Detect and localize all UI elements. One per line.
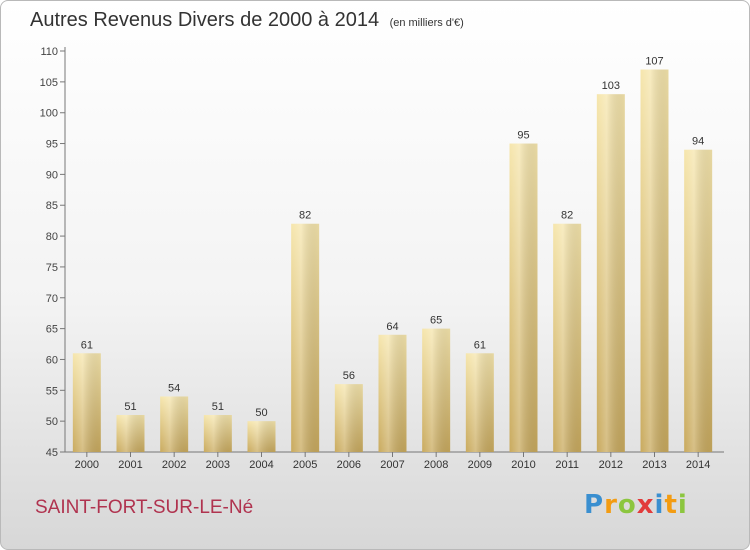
y-tick-label: 50 <box>46 416 58 428</box>
data-label: 51 <box>212 401 224 413</box>
y-tick-label: 45 <box>46 447 58 459</box>
data-label: 82 <box>299 210 311 222</box>
x-tick-label: 2008 <box>424 459 448 471</box>
logo-letter: o <box>617 490 637 520</box>
bar-shade <box>247 421 276 452</box>
commune-name: SAINT-FORT-SUR-LE-Né <box>35 497 254 518</box>
data-label: 65 <box>430 315 442 327</box>
x-tick-label: 2011 <box>555 459 579 471</box>
bar-shade <box>553 223 582 452</box>
y-tick-label: 60 <box>46 354 58 366</box>
data-label: 61 <box>474 339 486 351</box>
y-tick-label: 100 <box>40 108 58 120</box>
bar-shade <box>465 353 494 452</box>
y-tick-label: 90 <box>46 169 58 181</box>
x-tick-label: 2003 <box>206 459 230 471</box>
data-label: 56 <box>343 370 355 382</box>
y-tick-label: 75 <box>46 262 58 274</box>
logo-letter: i <box>677 490 688 520</box>
bar-shade <box>334 384 363 452</box>
x-tick-label: 2009 <box>468 459 492 471</box>
logo-letter: i <box>654 490 665 520</box>
chart-title: Autres Revenus Divers de 2000 à 2014 <box>30 9 380 31</box>
logo-letter: P <box>584 490 605 520</box>
data-label: 95 <box>517 130 529 142</box>
y-tick-label: 85 <box>46 200 58 212</box>
bar-shade <box>640 69 669 452</box>
data-label: 103 <box>602 80 620 92</box>
x-tick-label: 2005 <box>293 459 317 471</box>
x-tick-label: 2000 <box>75 459 99 471</box>
data-label: 51 <box>124 401 136 413</box>
data-label: 50 <box>255 407 267 419</box>
y-tick-label: 105 <box>40 77 58 89</box>
x-tick-label: 2014 <box>686 459 710 471</box>
data-label: 54 <box>168 382 180 394</box>
data-label: 64 <box>386 321 398 333</box>
bar-shade <box>509 143 538 453</box>
logo-letter: t <box>664 490 678 520</box>
proxiti-logo[interactable]: Proxiti <box>584 490 688 520</box>
x-tick-label: 2010 <box>511 459 535 471</box>
bar-shade <box>72 353 101 452</box>
chart-subtitle: (en milliers d'€) <box>389 17 464 29</box>
logo-letter: x <box>636 490 655 520</box>
bar-shade <box>684 149 713 452</box>
data-label: 61 <box>81 339 93 351</box>
data-label: 94 <box>692 136 704 148</box>
title-row: Autres Revenus Divers de 2000 à 2014 (en… <box>30 9 464 32</box>
y-tick-label: 55 <box>46 385 58 397</box>
data-label: 107 <box>645 56 663 68</box>
x-tick-label: 2012 <box>599 459 623 471</box>
bar-shade <box>116 414 145 452</box>
y-tick-label: 80 <box>46 231 58 243</box>
y-tick-label: 110 <box>40 46 58 58</box>
y-tick-label: 95 <box>46 139 58 151</box>
bar-shade <box>378 334 407 452</box>
x-tick-label: 2013 <box>642 459 666 471</box>
bar-shade <box>422 328 451 452</box>
x-tick-label: 2007 <box>380 459 404 471</box>
bar-shade <box>291 223 320 452</box>
y-tick-label: 65 <box>46 324 58 336</box>
bar-shade <box>203 414 232 452</box>
bar-shade <box>596 94 625 452</box>
x-tick-label: 2006 <box>337 459 361 471</box>
logo-letter: r <box>604 490 618 520</box>
bar-shade <box>160 396 189 452</box>
x-tick-label: 2002 <box>162 459 186 471</box>
x-tick-label: 2004 <box>249 459 273 471</box>
y-tick-label: 70 <box>46 293 58 305</box>
x-tick-label: 2001 <box>118 459 142 471</box>
data-label: 82 <box>561 210 573 222</box>
